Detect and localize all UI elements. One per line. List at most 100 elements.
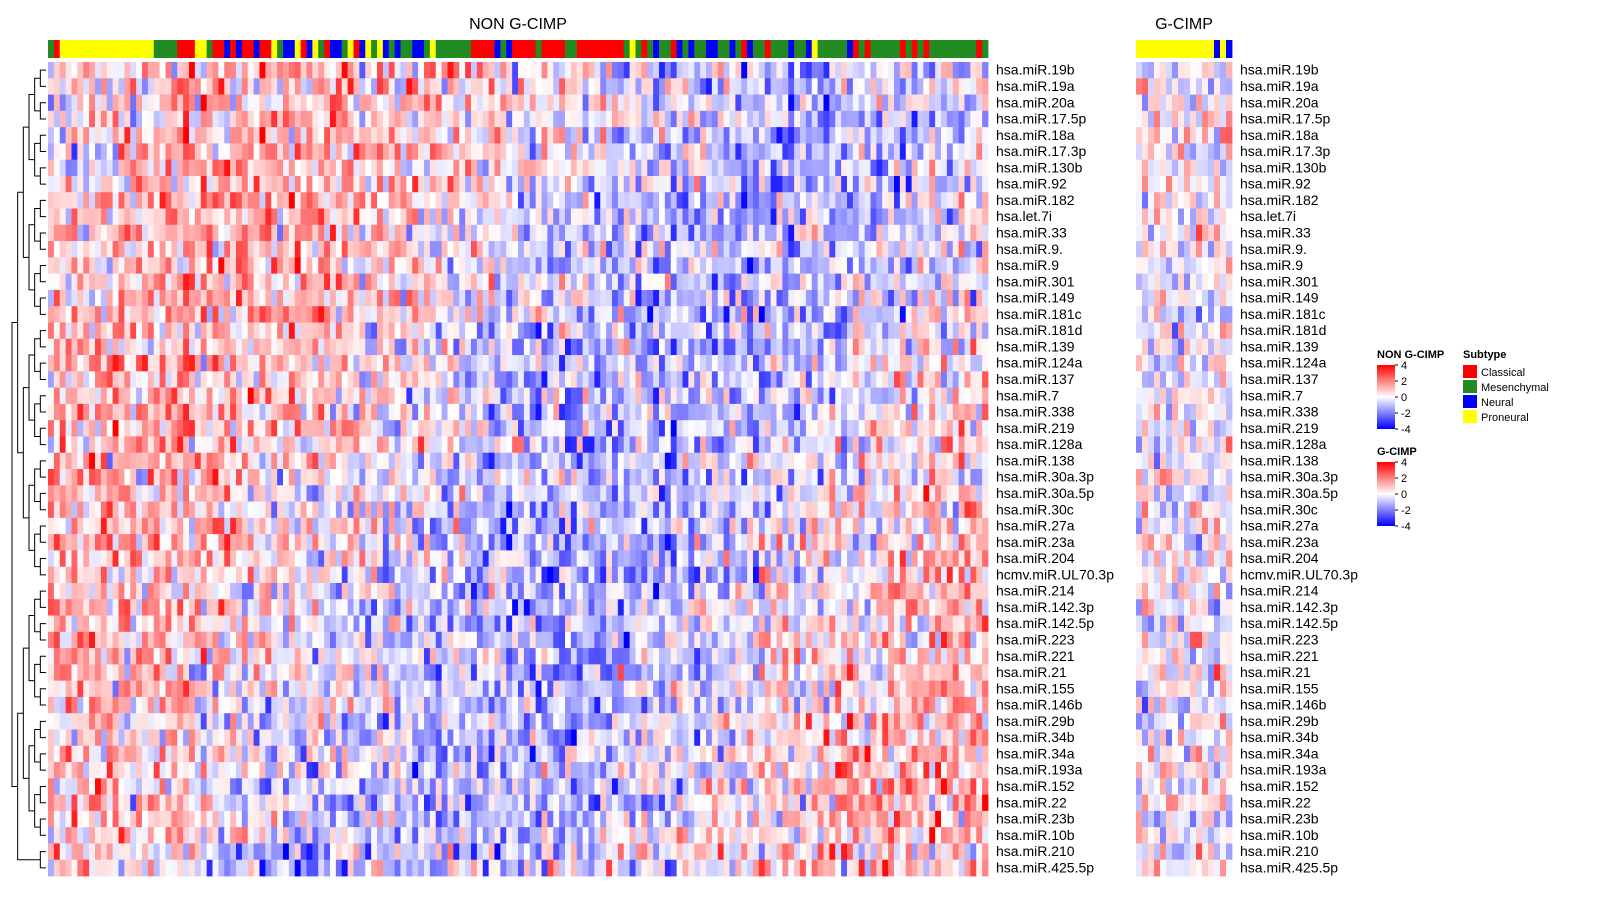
heatmap-cell [612, 534, 619, 551]
dendrogram-branch [39, 134, 46, 153]
heatmap-cell [976, 338, 983, 356]
heatmap-cell [124, 485, 131, 502]
heatmap-cell [95, 452, 102, 470]
heatmap-cell [142, 273, 149, 291]
heatmap-cell [958, 78, 965, 95]
heatmap-cell [811, 143, 819, 161]
heatmap-cell [612, 175, 619, 193]
heatmap-cell [371, 192, 378, 209]
heatmap-cell [612, 241, 619, 258]
heatmap-cell [876, 224, 883, 242]
heatmap-cell [312, 78, 319, 95]
subtype-cell-mesenchymal [453, 40, 460, 58]
heatmap-cell [576, 78, 584, 95]
heatmap-cell [758, 322, 766, 340]
heatmap-cell [594, 241, 601, 258]
heatmap-cell [359, 485, 366, 502]
heatmap-cell [218, 143, 225, 161]
heatmap-cell [952, 224, 960, 242]
subtype-cell-mesenchymal [700, 40, 707, 58]
heatmap-cell [905, 257, 913, 275]
heatmap-cell [353, 501, 360, 519]
heatmap-cell [576, 127, 584, 144]
heatmap-cell [341, 159, 349, 177]
heatmap-cell [888, 224, 895, 242]
heatmap-cell [424, 436, 431, 454]
heatmap-cell [194, 94, 202, 112]
heatmap-cell [347, 143, 354, 161]
heatmap-cell [200, 485, 208, 502]
heatmap-cell [424, 241, 431, 258]
heatmap-cell [112, 387, 119, 405]
heatmap-cell [723, 257, 730, 275]
heatmap-cell [917, 241, 924, 258]
heatmap-cell [794, 241, 801, 258]
heatmap-cell [729, 403, 736, 421]
heatmap-cell [124, 306, 131, 323]
heatmap-cell [529, 306, 537, 323]
heatmap-cell [224, 143, 231, 161]
heatmap-cell [864, 452, 871, 470]
heatmap-cell [353, 371, 360, 388]
subtype-cell-classical [353, 40, 360, 58]
heatmap-cell [529, 273, 537, 291]
heatmap-cell [858, 78, 866, 95]
heatmap-cell [935, 322, 942, 340]
heatmap-cell [359, 127, 366, 144]
heatmap-cell [153, 175, 161, 193]
heatmap-cell [929, 338, 936, 356]
heatmap-cell [841, 338, 848, 356]
heatmap-cell [917, 224, 924, 242]
heatmap-cell [130, 241, 137, 258]
heatmap-cell [694, 127, 701, 144]
heatmap-cell [153, 241, 161, 258]
dendrogram-branch [34, 533, 41, 568]
heatmap-cell [124, 175, 131, 193]
heatmap-cell [306, 322, 313, 340]
heatmap-cell [335, 403, 343, 421]
heatmap-cell [142, 469, 149, 486]
heatmap-cell [570, 371, 578, 388]
dendrogram-branch [39, 199, 46, 218]
heatmap-cell [512, 127, 519, 144]
heatmap-cell [412, 192, 419, 209]
heatmap-cell [952, 420, 960, 437]
heatmap-cell [406, 355, 413, 372]
heatmap-cell [465, 175, 472, 193]
heatmap-cell [852, 322, 860, 340]
heatmap-cell [529, 289, 537, 307]
heatmap-cell [553, 306, 560, 323]
heatmap-cell [753, 355, 760, 372]
heatmap-cell [347, 208, 354, 226]
heatmap-cell [594, 208, 601, 226]
heatmap-cell [553, 62, 560, 79]
heatmap-cell [194, 452, 202, 470]
heatmap-cell [335, 224, 343, 242]
heatmap-cell [588, 403, 595, 421]
heatmap-cell [582, 306, 589, 323]
heatmap-cell [617, 371, 625, 388]
heatmap-cell [600, 322, 607, 340]
heatmap-cell [641, 175, 648, 193]
heatmap-cell [882, 175, 889, 193]
heatmap-cell [676, 94, 683, 112]
heatmap-cell [529, 420, 537, 437]
heatmap-cell [159, 257, 166, 275]
heatmap-cell [911, 501, 918, 519]
heatmap-cell [576, 224, 584, 242]
heatmap-cell [441, 94, 448, 112]
heatmap-cell [753, 469, 760, 486]
heatmap-cell [77, 534, 84, 551]
heatmap-cell [459, 62, 466, 79]
heatmap-cell [424, 403, 431, 421]
heatmap-cell [617, 62, 625, 79]
heatmap-cell [958, 338, 965, 356]
heatmap-cell [553, 420, 560, 437]
heatmap-cell [324, 62, 331, 79]
heatmap-cell [400, 403, 407, 421]
heatmap-cell [465, 110, 472, 128]
heatmap-cell [388, 517, 396, 535]
heatmap-cell [288, 355, 296, 372]
subtype-cell-proneural [1208, 40, 1215, 58]
heatmap-cell [570, 94, 578, 112]
